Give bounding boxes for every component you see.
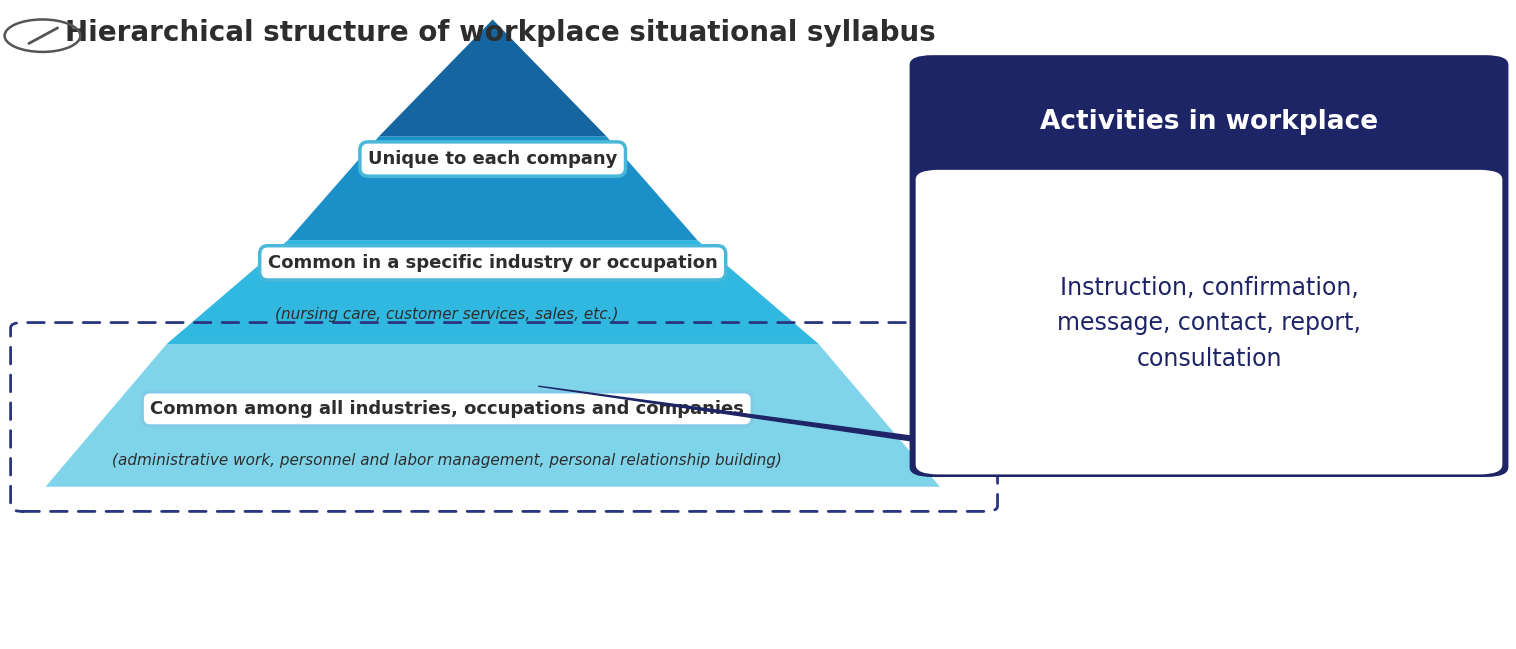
Text: (administrative work, personnel and labor management, personal relationship buil: (administrative work, personnel and labo…: [112, 453, 782, 469]
Text: Unique to each company: Unique to each company: [368, 150, 617, 168]
Polygon shape: [538, 386, 1145, 467]
Text: Instruction, confirmation,
message, contact, report,
consultation: Instruction, confirmation, message, cont…: [1057, 276, 1361, 371]
Text: Common among all industries, occupations and companies: Common among all industries, occupations…: [150, 400, 744, 418]
FancyBboxPatch shape: [916, 170, 1502, 474]
Polygon shape: [379, 19, 606, 136]
Text: (nursing care, customer services, sales, etc.): (nursing care, customer services, sales,…: [276, 307, 619, 323]
Polygon shape: [45, 344, 940, 487]
Text: Activities in workplace: Activities in workplace: [1040, 109, 1378, 135]
Text: Common in a specific industry or occupation: Common in a specific industry or occupat…: [268, 254, 717, 272]
Polygon shape: [167, 240, 819, 344]
Text: Hierarchical structure of workplace situational syllabus: Hierarchical structure of workplace situ…: [65, 19, 935, 47]
FancyBboxPatch shape: [910, 55, 1508, 477]
Polygon shape: [288, 136, 697, 240]
